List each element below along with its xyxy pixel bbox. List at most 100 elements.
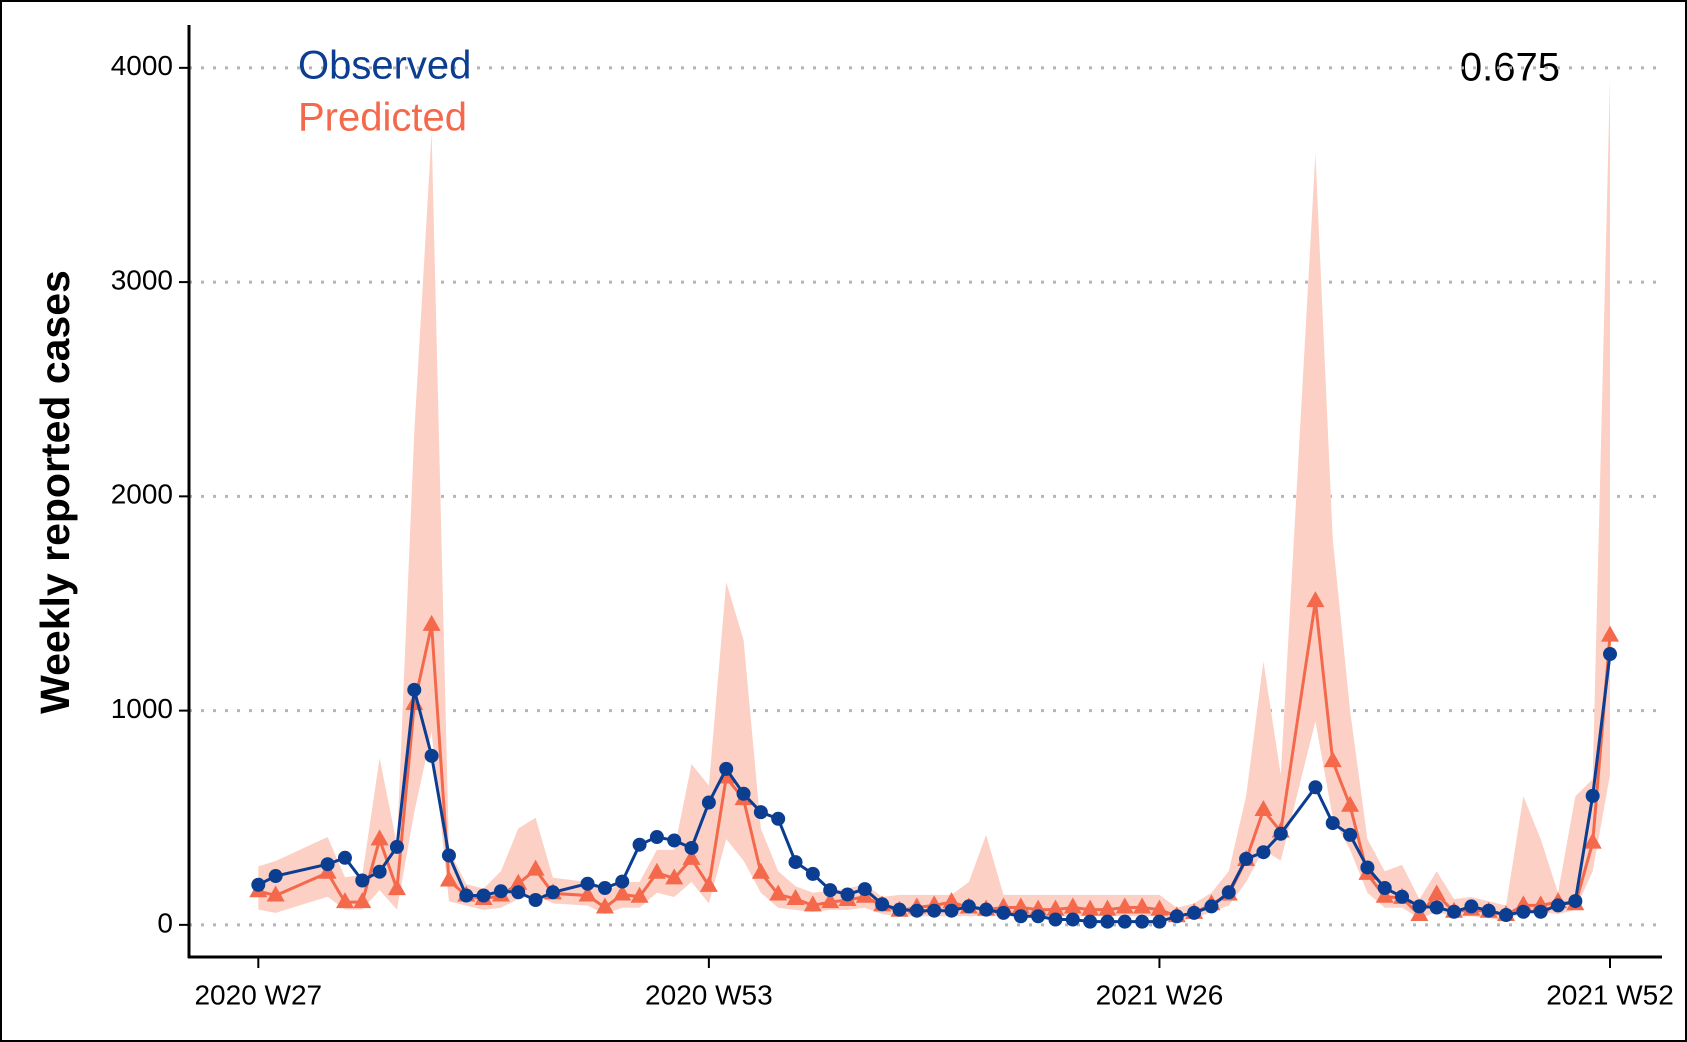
y-tick-label: 4000 [111, 50, 173, 81]
marker [909, 903, 924, 918]
marker [545, 885, 560, 900]
marker [1601, 625, 1620, 642]
marker [821, 892, 840, 909]
marker [719, 761, 734, 776]
marker [1100, 914, 1115, 929]
marker [1065, 912, 1080, 927]
y-tick-label: 3000 [111, 264, 173, 295]
marker [1081, 899, 1100, 916]
marker [1323, 751, 1342, 768]
marker [439, 870, 458, 887]
marker [788, 855, 803, 870]
marker [613, 884, 632, 901]
marker [667, 833, 682, 848]
marker [1427, 884, 1446, 901]
marker [1481, 903, 1496, 918]
marker [1306, 591, 1325, 608]
marker [1048, 912, 1063, 927]
marker [1412, 899, 1427, 914]
marker [630, 886, 649, 903]
marker [441, 848, 456, 863]
marker [493, 884, 508, 899]
marker [753, 805, 768, 820]
marker [823, 883, 838, 898]
marker [1013, 909, 1028, 924]
marker [372, 864, 387, 879]
marker [1063, 897, 1082, 914]
marker [1360, 860, 1375, 875]
marker [665, 868, 684, 885]
marker [875, 897, 890, 912]
prediction-band [258, 78, 1611, 921]
marker [944, 903, 959, 918]
marker [1568, 894, 1583, 909]
marker [803, 895, 822, 912]
marker [526, 859, 545, 876]
x-tick-label: 2021 W26 [1096, 979, 1224, 1010]
marker [840, 887, 855, 902]
marker [1447, 904, 1462, 919]
legend-entry: Predicted [298, 96, 467, 140]
marker [1429, 900, 1444, 915]
marker [1551, 898, 1566, 913]
marker [337, 850, 352, 865]
marker [528, 893, 543, 908]
marker [355, 873, 370, 888]
marker [1221, 885, 1236, 900]
marker [1308, 780, 1323, 795]
marker [268, 869, 283, 884]
marker [597, 881, 612, 896]
marker [1533, 904, 1548, 919]
marker [335, 892, 354, 909]
marker [424, 748, 439, 763]
marker [387, 879, 406, 896]
y-tick-label: 0 [157, 907, 173, 938]
marker [1133, 897, 1152, 914]
marker [370, 829, 389, 846]
y-tick-label: 2000 [111, 479, 173, 510]
marker [1150, 899, 1169, 916]
marker [1341, 795, 1360, 812]
marker [615, 874, 630, 889]
marker [1031, 909, 1046, 924]
marker [771, 811, 786, 826]
marker [927, 903, 942, 918]
marker [1098, 899, 1117, 916]
marker [1187, 905, 1202, 920]
marker [1239, 851, 1254, 866]
marker [476, 888, 491, 903]
marker [580, 876, 595, 891]
marker [1395, 889, 1410, 904]
marker [407, 682, 422, 697]
marker [786, 888, 805, 905]
marker [647, 862, 666, 879]
marker [892, 902, 907, 917]
marker [1254, 800, 1273, 817]
marker [578, 885, 597, 902]
y-axis-title: Weekly reported cases [32, 270, 78, 714]
marker [1499, 908, 1514, 923]
marker [1117, 914, 1132, 929]
y-tick-label: 1000 [111, 693, 173, 724]
marker [682, 848, 701, 865]
marker [1464, 899, 1479, 914]
marker [736, 786, 751, 801]
marker [1115, 897, 1134, 914]
marker [701, 795, 716, 810]
marker [805, 866, 820, 881]
marker [389, 839, 404, 854]
marker [1377, 881, 1392, 896]
marker [1256, 845, 1271, 860]
marker [1585, 788, 1600, 803]
marker [857, 882, 872, 897]
marker [996, 905, 1011, 920]
marker [1273, 826, 1288, 841]
marker [1583, 832, 1602, 849]
marker [422, 614, 441, 631]
marker [942, 892, 961, 909]
marker [769, 884, 788, 901]
marker [699, 875, 718, 892]
marker [1169, 909, 1184, 924]
marker [1046, 899, 1065, 916]
